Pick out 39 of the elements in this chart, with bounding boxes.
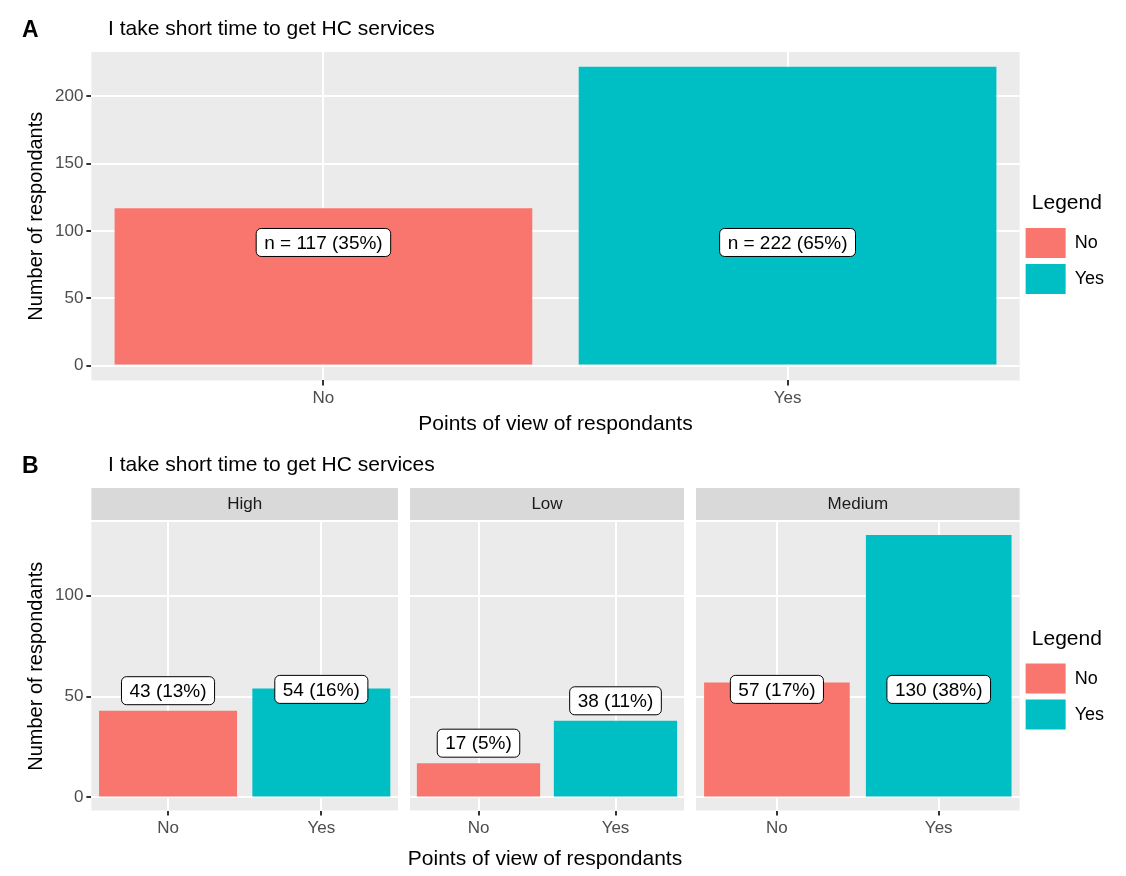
legend-title: Legend — [1031, 625, 1102, 649]
legend-label: No — [1074, 667, 1098, 688]
y-tick-label: 0 — [73, 787, 84, 807]
x-tick-label: No — [157, 818, 179, 838]
data-label: 43 (13%) — [129, 679, 207, 701]
data-label: n = 117 (35%) — [264, 231, 383, 253]
y-axis-title: Number of respondants — [23, 111, 46, 321]
y-axis-title: Number of respondants — [23, 561, 46, 771]
x-tick-label: Yes — [924, 818, 953, 838]
data-label: 130 (38%) — [894, 678, 983, 700]
chart-subtitle: High — [227, 493, 263, 513]
y-tick-label: 150 — [54, 153, 84, 173]
x-axis-title: Points of view of respondants — [418, 411, 693, 435]
chart-title: I take short time to get HC services — [108, 452, 435, 476]
data-label: n = 222 (65%) — [727, 231, 848, 253]
legend-label: No — [1074, 232, 1098, 253]
data-label: 38 (11%) — [577, 690, 654, 712]
x-tick-label: Yes — [307, 818, 336, 838]
data-label: 17 (5%) — [445, 732, 512, 754]
y-tick-label: 100 — [54, 585, 84, 605]
y-tick-label: 0 — [73, 355, 84, 375]
chart-title: I take short time to get HC services — [108, 16, 435, 40]
legend-title: Legend — [1031, 190, 1102, 214]
data-label: 57 (17%) — [738, 678, 816, 700]
x-axis-title: Points of view of respondants — [407, 846, 683, 870]
x-tick-label: No — [766, 818, 788, 838]
chart-subtitle: Medium — [827, 493, 889, 513]
y-tick-label: 50 — [64, 686, 84, 706]
x-tick-label: Yes — [601, 818, 630, 838]
text: B — [22, 452, 39, 479]
x-tick-label: No — [467, 818, 490, 838]
data-label: 54 (16%) — [282, 678, 360, 700]
legend-label: Yes — [1074, 268, 1105, 289]
legend-label: Yes — [1074, 703, 1105, 724]
y-tick-label: 50 — [64, 287, 84, 307]
y-tick-label: 200 — [54, 86, 84, 106]
text: A — [22, 16, 39, 43]
y-tick-label: 100 — [54, 220, 84, 240]
chart-subtitle: Low — [531, 493, 564, 513]
